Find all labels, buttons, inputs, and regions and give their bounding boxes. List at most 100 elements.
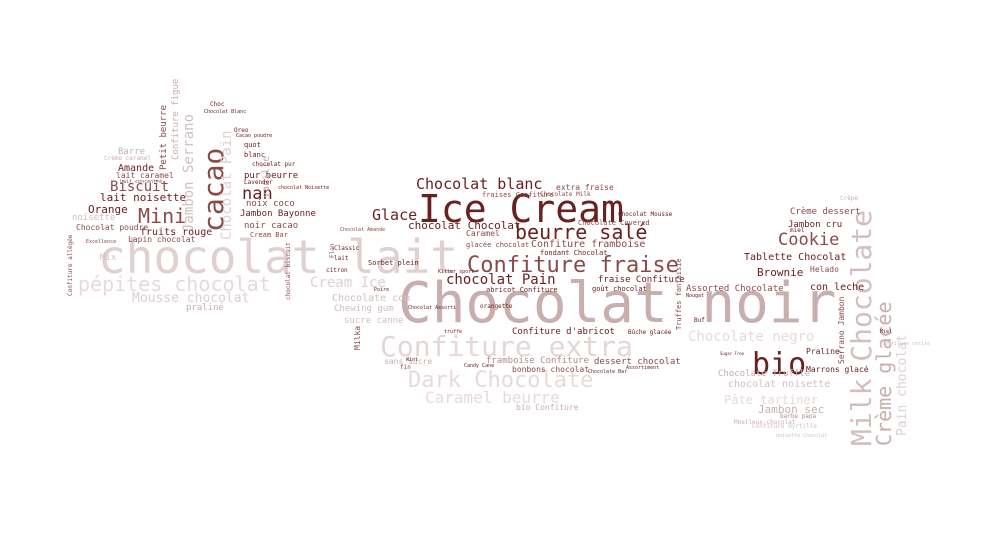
word-assortiment: Assortiment: [626, 365, 660, 371]
word-chocolat-biscuit: chocolat biscuit: [285, 242, 292, 300]
word-chocolat-assorti: Chocolat Assorti: [408, 305, 457, 311]
word-milka: Milka: [353, 325, 362, 350]
word-lait-noisette: lait noisette: [100, 191, 187, 204]
word-cacao-poudre: Cacao poudre: [236, 133, 273, 139]
word-confiture-myrtille: Confiture myrtille: [752, 423, 818, 430]
word-jambon-cru: Jambon cru: [788, 220, 843, 230]
word-extra-fraise: extra fraise: [556, 183, 614, 192]
word-noisette: noisette: [72, 213, 116, 223]
word-chocolat-chocolat: chocolat Chocolat: [408, 219, 521, 232]
word-framboise-confiture: framboise Confiture: [486, 356, 589, 366]
word-praline-lower: praliné: [186, 303, 224, 313]
word-petit-beurre: Petit beurre: [159, 104, 169, 170]
word-mini: Mini: [138, 204, 187, 228]
word-assorted-chocolate: Assorted Chocolate: [686, 284, 784, 294]
word-buf: Buf: [694, 317, 705, 324]
word-creme-caramel: Crème caramel: [104, 155, 151, 162]
word-lait: lait: [334, 255, 349, 262]
word-fondant-chocolat: fondant Chocolat: [540, 249, 608, 257]
word-orangette: orangette: [480, 303, 513, 310]
word-confiture-cerise: Confiture cerise: [882, 341, 931, 347]
word-quot: quot: [244, 141, 261, 149]
word-chocolat-blanc-small: Chocolat Blanc: [204, 109, 247, 115]
word-glace: Glace: [372, 206, 418, 224]
word-caramel: Caramel: [466, 229, 500, 238]
word-lait-caramel: lait caramel: [116, 171, 174, 180]
word-pur-beurre: pur beurre: [244, 171, 299, 181]
word-beurre-salee: beurre salé: [515, 220, 648, 244]
word-fin: fin: [400, 364, 411, 371]
word-crepe: Crêpe: [840, 195, 859, 202]
word-orange: Orange: [88, 203, 128, 216]
word-noisette-chocolat: noisette Chocolat: [776, 433, 828, 439]
word-chocolate-covered: Chocolate Covered: [578, 219, 650, 227]
word-amande: Amande: [118, 163, 155, 174]
word-noir-cacao: noir cacao: [244, 221, 299, 231]
word-tablette-chocolat: Tablette Chocolat: [744, 252, 847, 263]
word-truffe: truffe: [444, 329, 463, 335]
word-truffes-fantaisie: Truffes fantaisie: [675, 258, 683, 330]
word-poire: Poire: [374, 287, 390, 293]
word-moelleux-chocolat: Moelleux chocolat: [734, 419, 796, 426]
word-ice-cream: Ice Cream: [418, 187, 624, 231]
word-sorbet-plein: Sorbet plein: [368, 259, 419, 267]
word-buche-glacee: Bûche glacée: [628, 329, 672, 336]
word-confiture-figue: Confiture figue: [171, 78, 181, 160]
word-creme-dessert: Crème dessert: [790, 207, 861, 217]
word-classic: Classic: [334, 245, 360, 252]
word-oreo: Oreo: [234, 127, 249, 134]
word-sucre-canne: sucre canne: [344, 316, 404, 326]
word-excellence: Excellence: [86, 239, 117, 245]
word-fruits-rouge: fruits rouge: [140, 227, 213, 238]
word-caramel-beurre: Caramel beurre: [425, 388, 560, 407]
word-biscuit: Biscuit: [110, 179, 170, 195]
word-cream-bar: Cream Bar: [250, 231, 288, 239]
word-creme-glacee: Crème glacée: [872, 301, 896, 447]
word-confiture-extra: Confiture extra: [380, 330, 633, 363]
word-jambon-bayonne: Jambon Bayonne: [240, 209, 316, 219]
word-chocolat-pain: chocolat Pain: [446, 272, 556, 288]
word-chocolat-noisette-small: chocolat Noisette: [278, 185, 330, 191]
word-noix-coco: noix coco: [246, 199, 295, 209]
word-chocolate-truffle: Chocolate Truffle: [718, 369, 811, 379]
word-bio-confiture: bio Confiture: [516, 403, 579, 412]
word-cream-ice: Cream Ice: [310, 275, 386, 291]
word-chocolat-lait: chocolat lait: [98, 230, 459, 284]
word-dessert-chocolat: dessert chocolat: [594, 357, 681, 367]
word-marrons-glace: Marrons glacé: [806, 365, 869, 374]
word-chocolat-pur: chocolat pur: [252, 161, 296, 168]
word-jambon-sec: Jambon sec: [758, 403, 825, 416]
word-nougat: Nougat: [686, 293, 705, 299]
word-lapin-chocolat: Lapin chocolat: [128, 235, 196, 244]
word-helado: Helado: [810, 265, 839, 274]
word-miel-small: Miel: [880, 329, 893, 335]
word-jambon-serrano: Jambon Serrano: [181, 113, 197, 232]
word-chocolate-negro: Chocolate negro: [688, 329, 815, 345]
word-pain-chocolat: Pain chocolat: [895, 334, 910, 436]
word-chocolate-milk: Chocolate Milk: [540, 191, 591, 198]
word-lait-concentre: Lait concentré: [120, 179, 163, 185]
word-wint: Wint: [406, 357, 419, 363]
word-citron: citron: [326, 267, 348, 274]
word-choc: Choc: [210, 101, 225, 108]
word-lavender: Lavender: [244, 179, 273, 186]
word-gout-chocolat: goût chocolat: [592, 285, 647, 293]
word-barre: Barre: [118, 147, 146, 157]
word-mix: Mix: [100, 253, 117, 263]
word-chewing-gum: Chewing gum: [334, 304, 394, 314]
word-confiture-allegee: Confiture allégée: [67, 234, 74, 296]
word-mousse-chocolat: Mousse chocolat: [132, 291, 250, 306]
word-praline: Praline: [806, 347, 840, 356]
word-kitter-sport: Kitter sport: [438, 269, 475, 275]
word-pepites-chocolat: pépites chocolat: [78, 272, 271, 296]
word-pate-tartiner: Pâte tartiner: [724, 393, 818, 407]
word-fraise-confiture: fraise Confiture: [598, 275, 685, 285]
word-confiture-framboise: Confiture framboise: [531, 239, 646, 250]
word-brownie: Brownie: [757, 266, 804, 279]
word-chocolate-con: Chocolate con: [332, 293, 411, 304]
word-chocolat-pain-vertical: Chocolat Pain: [219, 130, 235, 240]
word-chocolat-noir: Chocolat noir: [398, 271, 837, 336]
word-chocolat-poudre: Chocolat poudre: [76, 223, 149, 232]
word-abricot-confiture: abricot Confiture: [486, 286, 558, 294]
